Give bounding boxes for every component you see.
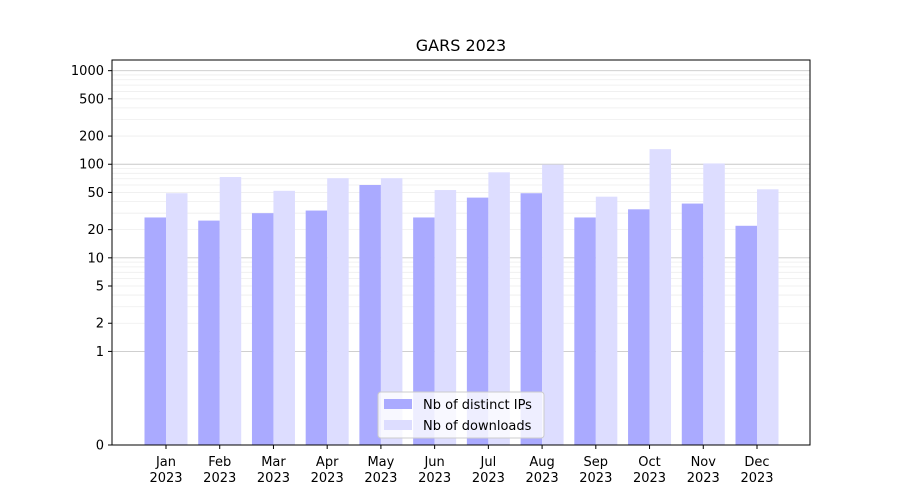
bar-distinct-ips xyxy=(628,209,650,445)
y-tick-label: 200 xyxy=(79,130,104,145)
bar-distinct-ips xyxy=(144,217,166,445)
bar-distinct-ips xyxy=(520,193,543,445)
bar-downloads xyxy=(542,164,564,445)
x-tick-label: 2023 xyxy=(311,471,344,486)
bar-downloads xyxy=(595,196,618,445)
y-tick-label: 100 xyxy=(79,158,104,173)
bar-downloads xyxy=(219,177,242,446)
x-tick-label: Jan xyxy=(155,455,176,470)
bar-downloads xyxy=(166,193,188,445)
legend-label: Nb of downloads xyxy=(423,419,532,434)
x-tick-label: 2023 xyxy=(579,471,612,486)
x-tick-label: 2023 xyxy=(418,471,451,486)
y-tick-label: 2 xyxy=(96,317,104,332)
legend-swatch xyxy=(384,399,412,409)
legend-swatch xyxy=(384,420,412,430)
bar-downloads xyxy=(757,189,779,445)
bars xyxy=(144,149,779,446)
y-tick-label: 5 xyxy=(96,280,104,295)
bar-downloads xyxy=(327,178,349,445)
y-tick-label: 500 xyxy=(79,92,104,107)
plot-frame xyxy=(111,59,811,446)
bar-downloads xyxy=(273,190,295,445)
bar-distinct-ips xyxy=(681,203,704,445)
x-tick-label: Dec xyxy=(744,455,769,470)
x-tick-label: 2023 xyxy=(149,471,182,486)
bar-downloads xyxy=(488,172,510,446)
bar-distinct-ips xyxy=(305,210,328,445)
x-tick-label: 2023 xyxy=(203,471,236,486)
bar-downloads xyxy=(649,149,672,445)
x-tick-label: Jul xyxy=(480,455,497,470)
y-tick-label: 50 xyxy=(87,186,104,201)
y-tick-label: 10 xyxy=(87,251,104,266)
x-tick-label: 2023 xyxy=(633,471,666,486)
legend-label: Nb of distinct IPs xyxy=(423,398,532,413)
x-axis: Jan2023Feb2023Mar2023Apr2023May2023Jun20… xyxy=(149,445,774,486)
bar-distinct-ips xyxy=(466,197,489,445)
legend-box xyxy=(377,391,545,439)
chart-title: GARS 2023 xyxy=(416,36,506,55)
x-tick-label: 2023 xyxy=(687,471,720,486)
x-tick-label: 2023 xyxy=(257,471,290,486)
x-tick-label: 2023 xyxy=(472,471,505,486)
bar-downloads xyxy=(703,163,725,445)
bar-distinct-ips xyxy=(359,185,381,445)
legend: Nb of distinct IPs Nb of downloads xyxy=(377,391,545,439)
y-tick-label: 1 xyxy=(96,345,104,360)
x-tick-label: Sep xyxy=(584,455,609,470)
x-tick-label: 2023 xyxy=(526,471,559,486)
bar-downloads xyxy=(380,178,403,445)
y-tick-label: 20 xyxy=(87,223,104,238)
bar-downloads xyxy=(434,190,457,445)
x-tick-label: Nov xyxy=(691,455,717,470)
bar-distinct-ips xyxy=(735,225,757,445)
y-axis: 0 1 2 5 10 20 50 100 200 500 1000 xyxy=(71,64,112,454)
y-tick-label: 0 xyxy=(96,439,104,454)
x-tick-label: Apr xyxy=(316,455,339,470)
x-tick-label: Mar xyxy=(261,455,286,470)
bar-distinct-ips xyxy=(251,213,274,445)
x-tick-label: Feb xyxy=(208,455,231,470)
bar-distinct-ips xyxy=(198,220,220,445)
x-tick-label: 2023 xyxy=(364,471,397,486)
x-tick-label: 2023 xyxy=(740,471,773,486)
y-tick-label: 1000 xyxy=(71,64,104,79)
x-tick-label: Jun xyxy=(423,455,444,470)
x-tick-label: Aug xyxy=(529,455,554,470)
bar-distinct-ips xyxy=(574,217,596,445)
x-tick-label: Oct xyxy=(638,455,660,470)
bar-distinct-ips xyxy=(413,217,435,445)
x-tick-label: May xyxy=(367,455,394,470)
